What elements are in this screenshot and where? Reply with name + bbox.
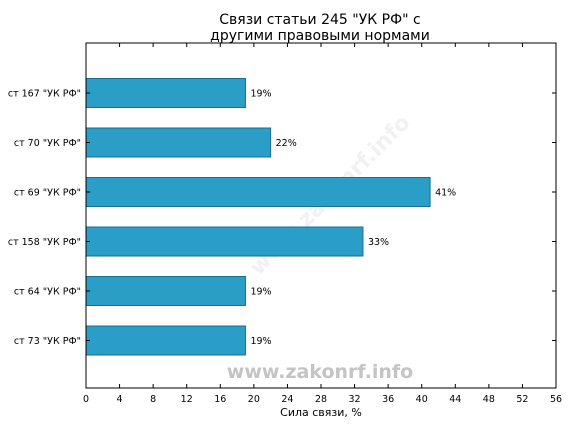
x-tick-label: 24 (281, 394, 293, 405)
category-label: ст 69 "УК РФ" (14, 188, 81, 199)
x-tick-label: 8 (150, 394, 156, 405)
x-tick-label: 48 (483, 394, 495, 405)
category-label: ст 64 "УК РФ" (14, 287, 81, 298)
chart-title-line-2: другими правовыми нормами (210, 28, 430, 44)
value-labels-group: 19% 22% 41% 33% 19% 19% (250, 89, 456, 348)
bar (85, 127, 272, 158)
value-label: 19% (250, 287, 271, 298)
bar (85, 325, 246, 356)
category-label: ст 70 "УК РФ" (14, 138, 81, 149)
x-tick-label: 12 (181, 394, 193, 405)
x-tick-label: 36 (382, 394, 394, 405)
x-tick-label: 16 (214, 394, 226, 405)
value-label: 19% (250, 89, 271, 100)
bar (85, 276, 246, 306)
bar (85, 226, 364, 257)
x-tick-label: 20 (248, 394, 260, 405)
x-tick-label: 0 (83, 394, 89, 405)
x-axis-label: Сила связи, % (280, 406, 362, 419)
x-tick-label: 44 (449, 394, 461, 405)
value-label: 41% (435, 188, 456, 199)
value-label: 22% (276, 138, 297, 149)
x-tick-label: 32 (349, 394, 361, 405)
y-ticks-group (86, 92, 556, 341)
category-label: ст 73 "УК РФ" (14, 336, 81, 347)
chart-title-line-1: Связи статьи 245 "УК РФ" с (219, 12, 420, 28)
x-tick-label: 28 (315, 394, 327, 405)
x-tick-label: 40 (416, 394, 428, 405)
category-labels-group: ст 167 "УК РФ" ст 70 "УК РФ" ст 69 "УК РФ"… (8, 89, 81, 348)
x-tick-label: 56 (550, 394, 562, 405)
category-label: ст 158 "УК РФ" (8, 237, 81, 248)
bars-group (85, 78, 431, 356)
x-ticks-group: 0 4 8 12 16 20 24 28 32 36 40 44 48 52 56 (83, 43, 562, 405)
x-tick-label: 4 (117, 394, 123, 405)
bar (85, 78, 246, 108)
watermark: www.zakonrf.info (227, 361, 413, 383)
value-label: 33% (368, 237, 389, 248)
bar (85, 177, 431, 207)
category-label: ст 167 "УК РФ" (8, 89, 81, 100)
x-tick-label: 52 (516, 394, 528, 405)
value-label: 19% (250, 336, 271, 347)
